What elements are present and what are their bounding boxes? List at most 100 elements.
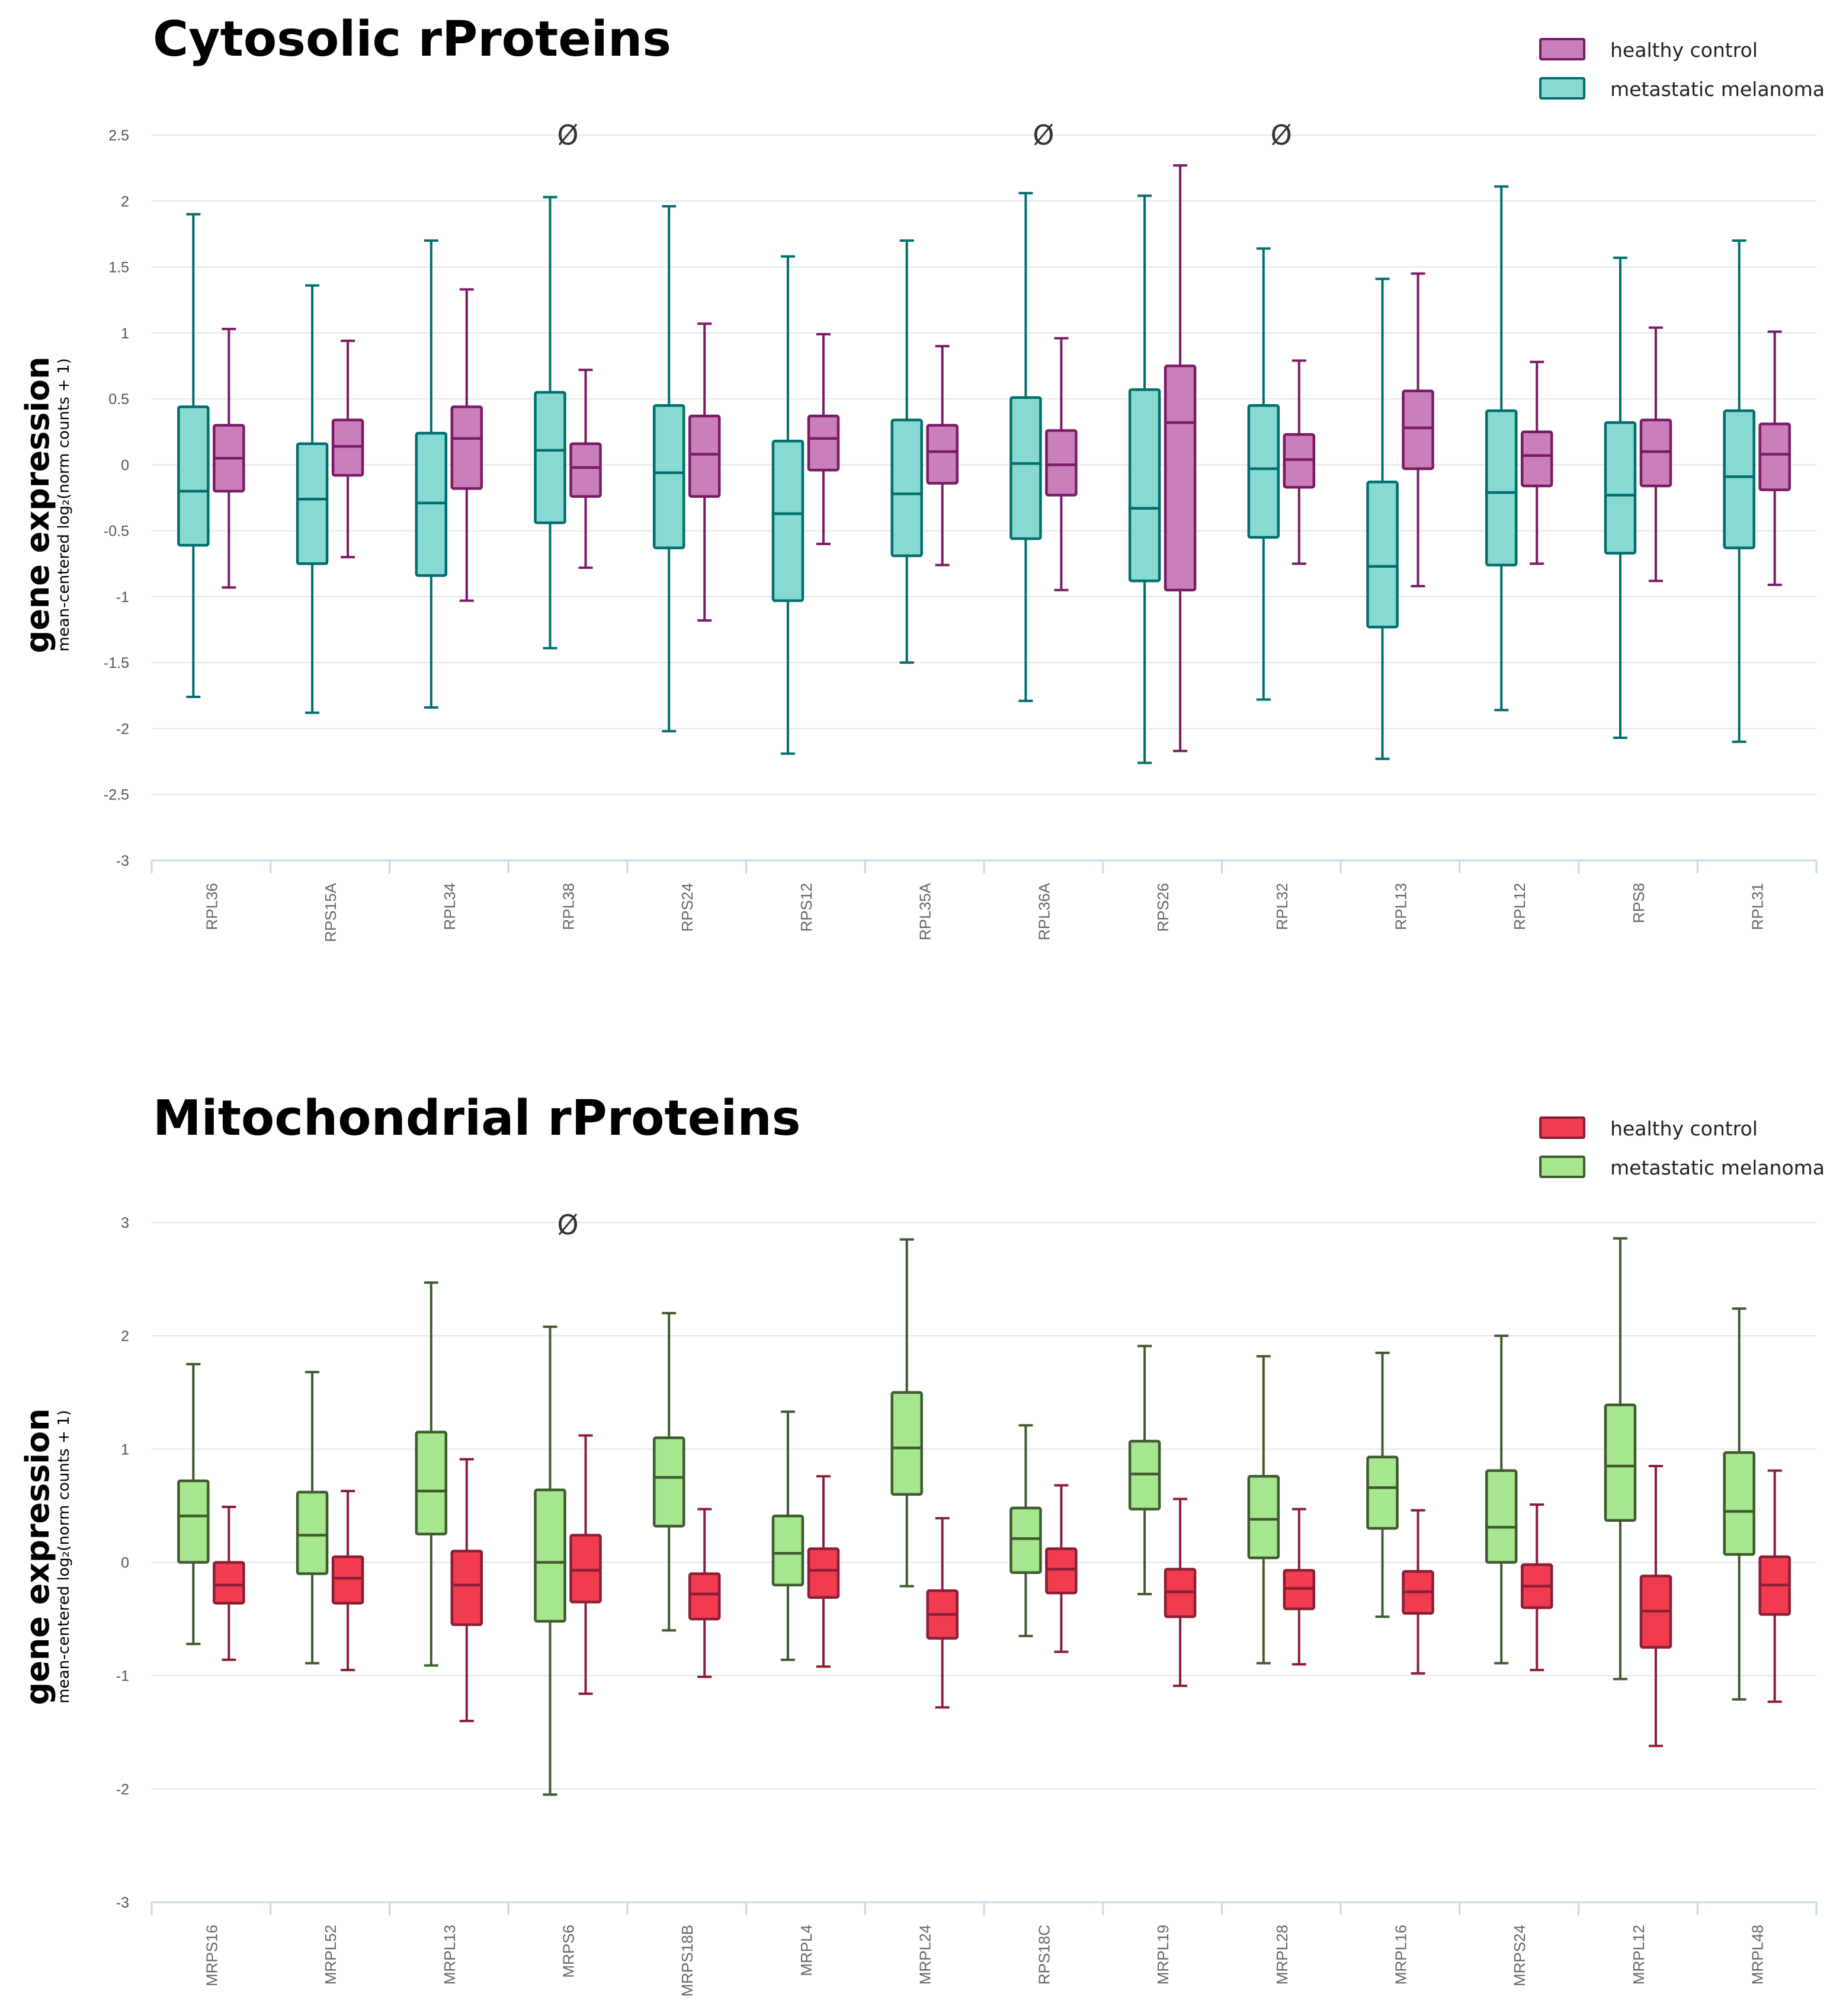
box-rps8-healthy-control: [1639, 326, 1672, 583]
box-rpl13-healthy-control: [1402, 272, 1434, 588]
box-iqr: [450, 1550, 483, 1626]
x-tick-label: MRPS24: [1511, 1925, 1528, 1986]
box-mrps24-metastatic-melanoma: [1485, 1335, 1518, 1665]
y-tick-label: 2: [121, 1328, 129, 1345]
box-iqr: [1723, 409, 1755, 549]
box-mrpl13-healthy-control: [450, 1458, 483, 1723]
x-tick-label: MRPL13: [441, 1925, 459, 1985]
box-mrpl16-metastatic-melanoma: [1366, 1351, 1399, 1618]
x-tick-label: RPS8: [1630, 883, 1648, 923]
box-iqr: [177, 1479, 210, 1564]
y-axis-label: gene expression: [19, 1409, 56, 1705]
y-tick-label: 0.5: [108, 391, 129, 408]
box-rps18c-metastatic-melanoma: [1010, 1424, 1042, 1637]
x-tick-label: MRPL28: [1273, 1925, 1291, 1985]
box-mrpl4-metastatic-melanoma: [771, 1410, 805, 1661]
legend-swatch-healthy-control: [1539, 1116, 1585, 1139]
box-iqr: [1247, 404, 1280, 539]
y-tick-label: 2.5: [108, 127, 129, 144]
box-rpl36a-metastatic-melanoma: [1010, 191, 1042, 702]
y-tick-label: 1: [121, 325, 129, 342]
y-tick-label: -2: [116, 721, 129, 737]
box-iqr: [1366, 1455, 1399, 1530]
annotation-empty-set: Ø: [1033, 119, 1054, 151]
box-iqr: [534, 391, 566, 524]
y-tick-label: -1.5: [104, 655, 129, 671]
box-mrps16-metastatic-melanoma: [177, 1362, 210, 1646]
box-iqr: [688, 414, 721, 498]
x-tick-label: MRPL24: [916, 1925, 934, 1985]
legend-swatch-healthy-control: [1539, 38, 1585, 60]
chart-title: Cytosolic rProteins: [153, 11, 671, 68]
box-rps15a-metastatic-melanoma: [296, 284, 329, 714]
box-mrpl24-healthy-control: [926, 1516, 959, 1709]
x-tick-label: MRPL19: [1154, 1925, 1172, 1985]
box-rpl34-healthy-control: [450, 288, 483, 602]
box-iqr: [569, 442, 602, 498]
box-rpl12-healthy-control: [1520, 360, 1553, 565]
box-mrps16-healthy-control: [213, 1505, 245, 1661]
chart-title: Mitochondrial rProteins: [153, 1090, 801, 1147]
y-axis-title: gene expression mean-centered log₂(norm …: [19, 1409, 73, 1705]
box-rpl38-metastatic-melanoma: [534, 196, 566, 649]
y-axis-sublabel: mean-centered log₂(norm counts + 1): [55, 358, 73, 651]
box-rpl31-healthy-control: [1758, 330, 1791, 586]
legend-label-metastatic-melanoma: metastatic melanoma: [1610, 1156, 1825, 1179]
box-iqr: [213, 1561, 245, 1605]
x-tick-label: RPS12: [797, 883, 815, 932]
legend: healthy control metastatic melanoma: [1539, 1116, 1825, 1179]
x-tick-label: MRPL12: [1630, 1925, 1648, 1985]
box-rpl34-metastatic-melanoma: [415, 239, 448, 709]
x-tick-label: RPL34: [441, 883, 459, 930]
y-tick-label: -3: [116, 853, 129, 869]
box-mrpl48-metastatic-melanoma: [1723, 1307, 1755, 1701]
legend-label-healthy-control: healthy control: [1610, 39, 1758, 62]
box-iqr: [296, 1490, 329, 1575]
x-tick-label: RPL36: [203, 883, 220, 930]
box-rps8-metastatic-melanoma: [1604, 256, 1637, 740]
y-tick-label: -0.5: [104, 523, 129, 540]
legend-label-metastatic-melanoma: metastatic melanoma: [1610, 78, 1825, 101]
box-iqr: [688, 1572, 721, 1621]
y-axis-label: gene expression: [19, 357, 56, 654]
box-iqr: [1045, 429, 1078, 497]
box-iqr: [1045, 1547, 1078, 1595]
box-iqr: [1485, 1469, 1518, 1564]
box-iqr: [771, 1514, 805, 1586]
box-iqr: [926, 424, 959, 485]
box-mrpl4-healthy-control: [807, 1475, 840, 1668]
legend: healthy control metastatic melanoma: [1539, 38, 1825, 101]
x-tick-label: RPL36A: [1035, 882, 1053, 940]
plot-area: -3 -2.5 -2 -1.5 -1 -0.5 0 0.5 1 1.5 2 2.5 RPL36 RPS15…: [104, 119, 1818, 942]
box-mrpl48-healthy-control: [1758, 1469, 1791, 1703]
x-tick-label: MRPS18B: [678, 1925, 696, 1996]
x-tick-label: MRPS16: [203, 1925, 220, 1986]
y-tick-label: -2: [116, 1781, 129, 1798]
box-mrpl19-healthy-control: [1164, 1497, 1197, 1687]
box-mrps18b-healthy-control: [688, 1508, 721, 1678]
box-iqr: [569, 1534, 602, 1604]
x-tick-label: MRPS6: [560, 1925, 578, 1978]
box-iqr: [652, 1436, 685, 1528]
box-mrpl13-metastatic-melanoma: [415, 1281, 448, 1667]
x-tick-label: MRPL4: [797, 1925, 815, 1976]
x-tick-label: MRPL52: [322, 1925, 339, 1985]
annotation-empty-set: Ø: [557, 119, 578, 151]
box-iqr: [1520, 430, 1553, 488]
x-tick-label: RPL12: [1511, 883, 1528, 930]
annotation-empty-set: Ø: [1271, 119, 1292, 151]
x-tick-label: RPS18C: [1035, 1925, 1053, 1985]
x-tick-label: RPS26: [1154, 883, 1172, 932]
box-iqr: [1485, 409, 1518, 567]
x-tick-label: RPL13: [1392, 883, 1410, 930]
box-rpl36-metastatic-melanoma: [177, 213, 210, 699]
box-rpl36a-healthy-control: [1045, 337, 1078, 591]
box-rps26-metastatic-melanoma: [1128, 194, 1161, 764]
box-iqr: [1402, 389, 1434, 471]
box-rpl32-healthy-control: [1283, 359, 1316, 565]
y-tick-label: 1: [121, 1441, 129, 1458]
legend-swatch-metastatic-melanoma: [1539, 1156, 1585, 1178]
box-rps24-metastatic-melanoma: [652, 205, 685, 732]
box-iqr: [296, 442, 329, 565]
